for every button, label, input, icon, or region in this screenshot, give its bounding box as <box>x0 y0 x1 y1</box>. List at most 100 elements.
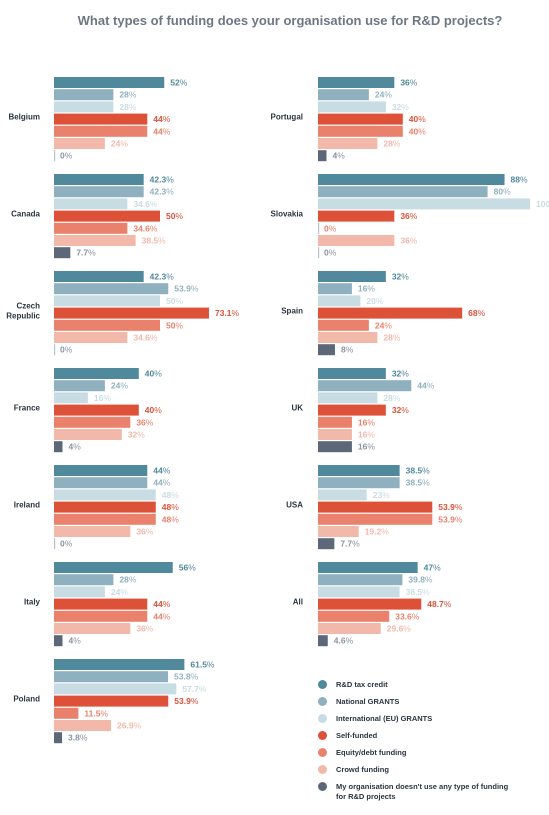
group-france: France 40% 24%16% 40% 36% 32% 4% <box>14 368 162 453</box>
data-label-crowd-funding: 16% <box>358 430 375 440</box>
data-label-no-funding: 16% <box>358 442 375 452</box>
group-czech-republic: Czech Republic 42.3% 53.9% 50% 73.1% 50% 34.6% 0… <box>6 271 240 356</box>
bar-rd-tax-credit <box>54 562 173 573</box>
legend-dot-crowd-funding <box>318 765 327 774</box>
data-label-self-funded: 44% <box>153 599 170 609</box>
data-label-crowd-funding: 29.6% <box>387 624 412 634</box>
country-label: Italy <box>24 598 41 607</box>
legend-item-international-grants: International (EU) GRANTS <box>318 714 518 725</box>
data-label-international-grants: 28% <box>383 393 400 403</box>
bar-self-funded <box>54 598 148 610</box>
data-label-self-funded: 68% <box>468 308 485 318</box>
bar-self-funded <box>54 695 169 707</box>
country-label: Portugal <box>271 113 303 122</box>
country-label: Czech Republic <box>6 302 40 321</box>
bar-equity-debt <box>54 222 128 234</box>
bar-international-grants <box>318 489 367 501</box>
data-label-national-grants: 28% <box>119 575 136 585</box>
bar-crowd-funding <box>54 429 122 440</box>
data-label-national-grants: 44% <box>417 381 434 391</box>
bar-crowd-funding <box>318 332 378 343</box>
data-label-no-funding: 8% <box>341 345 354 355</box>
data-label-no-funding: 4% <box>332 151 345 161</box>
bar-no-funding <box>54 441 63 453</box>
bar-international-grants <box>54 683 177 695</box>
bar-equity-debt <box>54 319 160 331</box>
bar-international-grants <box>54 198 128 210</box>
data-label-international-grants: 24% <box>111 587 128 597</box>
data-label-self-funded: 40% <box>409 114 426 124</box>
bar-rd-tax-credit <box>54 77 165 88</box>
bar-rd-tax-credit <box>318 368 386 379</box>
bar-international-grants <box>54 489 156 501</box>
bar-no-funding <box>318 150 327 162</box>
legend-label: National GRANTS <box>336 697 400 706</box>
bar-crowd-funding <box>54 623 131 634</box>
data-label-international-grants: 20% <box>366 296 383 306</box>
bar-rd-tax-credit <box>54 659 185 670</box>
data-label-equity-debt: 0% <box>324 223 337 233</box>
data-label-equity-debt: 44% <box>153 611 170 621</box>
data-label-self-funded: 32% <box>392 405 409 415</box>
bar-national-grants <box>54 671 169 683</box>
bar-crowd-funding <box>318 235 395 246</box>
bar-crowd-funding <box>54 235 136 246</box>
bar-self-funded <box>318 598 422 610</box>
country-label: Poland <box>13 695 40 704</box>
data-label-crowd-funding: 34.6% <box>133 333 158 343</box>
data-label-no-funding: 0% <box>60 151 73 161</box>
legend-dot-no-funding <box>318 782 327 791</box>
bar-no-funding <box>54 538 56 550</box>
bar-crowd-funding <box>318 526 359 537</box>
country-label: Spain <box>281 307 303 316</box>
group-belgium: Belgium 52% 28% 28% 44% 44% 24% 0% <box>8 77 188 162</box>
bar-equity-debt <box>318 610 390 622</box>
data-label-rd-tax-credit: 61.5% <box>190 660 215 670</box>
bar-rd-tax-credit <box>54 174 144 185</box>
bar-national-grants <box>318 574 403 586</box>
bar-equity-debt <box>318 222 320 234</box>
bar-national-grants <box>54 477 148 489</box>
bar-crowd-funding <box>318 623 381 634</box>
country-label: USA <box>286 501 303 510</box>
bar-national-grants <box>318 380 412 392</box>
data-label-national-grants: 44% <box>153 478 170 488</box>
data-label-self-funded: 36% <box>400 211 417 221</box>
country-label: Canada <box>11 210 40 219</box>
bar-international-grants <box>54 101 114 113</box>
bar-self-funded <box>54 113 148 125</box>
data-label-no-funding: 0% <box>324 248 337 258</box>
legend-item-self-funded: Self-funded <box>318 731 518 742</box>
bar-international-grants <box>318 295 361 307</box>
legend-label: Equity/debt funding <box>336 748 407 757</box>
bar-crowd-funding <box>54 332 128 343</box>
data-label-crowd-funding: 28% <box>383 139 400 149</box>
bar-no-funding <box>318 441 352 453</box>
legend-dot-equity-debt <box>318 748 327 757</box>
bar-national-grants <box>54 283 169 295</box>
bar-rd-tax-credit <box>54 271 144 282</box>
bar-equity-debt <box>318 319 369 331</box>
data-label-rd-tax-credit: 88% <box>511 175 528 185</box>
data-label-rd-tax-credit: 56% <box>179 563 196 573</box>
bar-self-funded <box>54 307 209 319</box>
data-label-self-funded: 40% <box>145 405 162 415</box>
data-label-crowd-funding: 26.9% <box>117 721 142 731</box>
bar-rd-tax-credit <box>54 368 139 379</box>
bar-crowd-funding <box>54 526 131 537</box>
bar-no-funding <box>54 247 71 259</box>
country-label: Ireland <box>14 501 40 510</box>
data-label-crowd-funding: 19.2% <box>365 527 390 537</box>
data-label-rd-tax-credit: 36% <box>400 78 417 88</box>
data-label-rd-tax-credit: 47% <box>424 563 441 573</box>
data-label-self-funded: 73.1% <box>215 308 240 318</box>
data-label-national-grants: 16% <box>358 284 375 294</box>
data-label-rd-tax-credit: 32% <box>392 369 409 379</box>
bar-no-funding <box>318 538 335 550</box>
data-label-international-grants: 16% <box>94 393 111 403</box>
data-label-equity-debt: 44% <box>153 126 170 136</box>
country-label: All <box>293 598 303 607</box>
group-uk: UK 32% 44% 28% 32% 16% 16% 16% <box>291 368 435 453</box>
bar-no-funding <box>54 635 63 647</box>
data-label-crowd-funding: 28% <box>383 333 400 343</box>
